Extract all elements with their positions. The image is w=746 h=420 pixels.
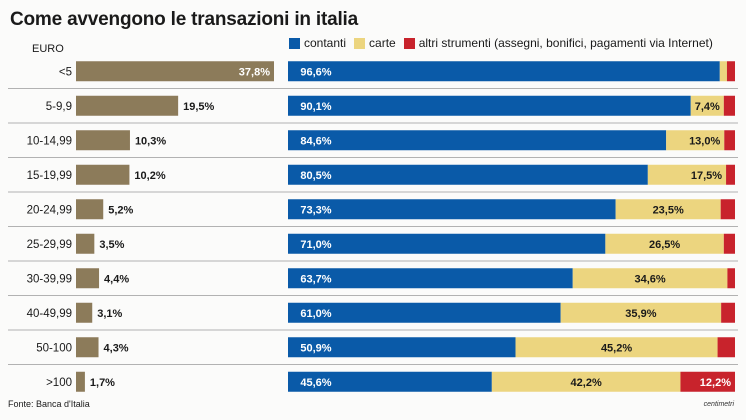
segment-contanti bbox=[288, 95, 691, 116]
segment-altri bbox=[720, 199, 735, 220]
legend-swatch-altri bbox=[403, 37, 415, 49]
share-label: 19,5% bbox=[183, 101, 214, 113]
share-label: 1,7% bbox=[90, 377, 115, 389]
segment-carte bbox=[572, 268, 728, 289]
segment-carte bbox=[615, 199, 721, 220]
share-bar bbox=[76, 268, 100, 289]
segment-contanti bbox=[288, 130, 667, 151]
category-label: 20-24,99 bbox=[27, 204, 72, 216]
legend: contanti carte altri strumenti (assegni,… bbox=[289, 36, 721, 50]
share-bar bbox=[76, 302, 93, 323]
legend-swatch-carte bbox=[354, 37, 366, 49]
credit-logo: centimetri bbox=[703, 401, 734, 408]
segment-contanti bbox=[288, 268, 573, 289]
segment-carte bbox=[605, 233, 724, 254]
segment-contanti bbox=[288, 371, 492, 392]
share-bar bbox=[76, 233, 95, 254]
category-label: <5 bbox=[59, 66, 72, 78]
share-label: 10,2% bbox=[134, 170, 165, 182]
segment-altri bbox=[723, 233, 735, 254]
share-bar bbox=[76, 199, 104, 220]
segment-label-contanti: 63,7% bbox=[300, 273, 331, 285]
segment-label-contanti: 71,0% bbox=[300, 239, 331, 251]
segment-altri bbox=[726, 164, 735, 185]
legend-label-altri: altri strumenti (assegni, bonifici, paga… bbox=[418, 36, 713, 50]
source-note: Fonte: Banca d'Italia bbox=[8, 399, 90, 409]
legend-label-contanti: contanti bbox=[304, 36, 347, 50]
segment-contanti bbox=[288, 337, 516, 358]
segment-label-carte: 17,5% bbox=[691, 170, 722, 182]
legend-item-carte: carte bbox=[354, 36, 396, 50]
share-label: 4,3% bbox=[104, 342, 129, 354]
segment-carte bbox=[491, 371, 681, 392]
category-label: 5-9,9 bbox=[46, 101, 72, 113]
category-label: >100 bbox=[46, 377, 72, 389]
segment-contanti bbox=[288, 302, 561, 323]
segment-label-carte: 23,5% bbox=[653, 204, 684, 216]
share-bar bbox=[76, 95, 179, 116]
segment-carte bbox=[647, 164, 727, 185]
legend-swatch-contanti bbox=[289, 37, 300, 49]
segment-label-altri: 12,2% bbox=[700, 377, 731, 389]
legend-item-contanti: contanti bbox=[289, 36, 346, 50]
share-bar bbox=[76, 371, 85, 392]
segment-altri bbox=[721, 302, 735, 323]
segment-label-contanti: 50,9% bbox=[300, 342, 331, 354]
segment-label-carte: 42,2% bbox=[571, 377, 602, 389]
category-label: 40-49,99 bbox=[27, 308, 72, 320]
segment-carte bbox=[719, 61, 727, 82]
segment-carte bbox=[560, 302, 722, 323]
segment-altri bbox=[724, 130, 735, 151]
category-label: 50-100 bbox=[36, 342, 72, 354]
share-bar bbox=[76, 130, 130, 151]
segment-label-contanti: 96,6% bbox=[300, 66, 331, 78]
segment-altri bbox=[726, 61, 735, 82]
segment-label-contanti: 61,0% bbox=[300, 308, 331, 320]
legend-label-carte: carte bbox=[369, 36, 396, 50]
segment-label-contanti: 45,6% bbox=[300, 377, 331, 389]
segment-altri bbox=[717, 337, 735, 358]
share-bar bbox=[76, 337, 99, 358]
share-bar bbox=[76, 61, 274, 82]
segment-label-carte: 34,6% bbox=[634, 273, 665, 285]
segment-label-contanti: 73,3% bbox=[300, 204, 331, 216]
segment-label-contanti: 84,6% bbox=[300, 135, 331, 147]
share-bar bbox=[76, 164, 130, 185]
segment-contanti bbox=[288, 164, 648, 185]
segment-label-carte: 7,4% bbox=[695, 101, 720, 113]
share-label: 10,3% bbox=[135, 135, 166, 147]
category-label: 10-14,99 bbox=[27, 135, 72, 147]
segment-carte bbox=[666, 130, 725, 151]
category-label: 15-19,99 bbox=[27, 170, 72, 182]
share-label: 5,2% bbox=[108, 204, 133, 216]
segment-contanti bbox=[288, 61, 720, 82]
category-label: 25-29,99 bbox=[27, 239, 72, 251]
share-label: 3,5% bbox=[99, 239, 124, 251]
legend-item-altri: altri strumenti (assegni, bonifici, paga… bbox=[403, 36, 713, 50]
segment-carte bbox=[515, 337, 718, 358]
segment-label-contanti: 90,1% bbox=[300, 101, 331, 113]
share-label: 4,4% bbox=[104, 273, 129, 285]
segment-label-carte: 45,2% bbox=[601, 342, 632, 354]
category-label: 30-39,99 bbox=[27, 273, 72, 285]
share-label: 37,8% bbox=[239, 66, 270, 78]
unit-label: EURO bbox=[32, 43, 64, 55]
share-label: 3,1% bbox=[97, 308, 122, 320]
segment-label-contanti: 80,5% bbox=[300, 170, 331, 182]
segment-contanti bbox=[288, 233, 606, 254]
segment-carte bbox=[690, 95, 724, 116]
chart-title: Come avvengono le transazioni in italia bbox=[10, 9, 359, 30]
segment-altri bbox=[727, 268, 735, 289]
segment-altri bbox=[680, 371, 735, 392]
segment-label-carte: 13,0% bbox=[689, 135, 720, 147]
segment-label-carte: 26,5% bbox=[649, 239, 680, 251]
segment-altri bbox=[723, 95, 735, 116]
segment-contanti bbox=[288, 199, 616, 220]
segment-label-carte: 35,9% bbox=[625, 308, 656, 320]
